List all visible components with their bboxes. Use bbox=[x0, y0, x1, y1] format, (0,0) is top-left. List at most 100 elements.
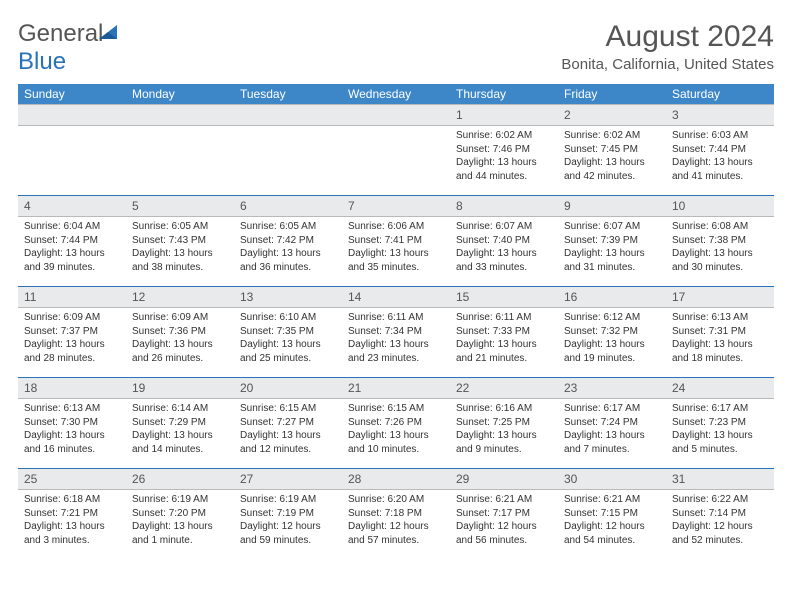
sunrise-line: Sunrise: 6:12 AM bbox=[564, 311, 660, 325]
month-title: August 2024 bbox=[561, 20, 774, 54]
sunset-line: Sunset: 7:43 PM bbox=[132, 234, 228, 248]
daylight-line: Daylight: 13 hours and 44 minutes. bbox=[456, 156, 552, 183]
sunrise-line: Sunrise: 6:10 AM bbox=[240, 311, 336, 325]
daylight-line: Daylight: 13 hours and 23 minutes. bbox=[348, 338, 444, 365]
info-cell: Sunrise: 6:09 AMSunset: 7:36 PMDaylight:… bbox=[126, 308, 234, 378]
daylight-line: Daylight: 12 hours and 57 minutes. bbox=[348, 520, 444, 547]
dayhead-fri: Friday bbox=[558, 84, 666, 105]
sunrise-line: Sunrise: 6:02 AM bbox=[456, 129, 552, 143]
sunrise-line: Sunrise: 6:07 AM bbox=[564, 220, 660, 234]
sunset-line: Sunset: 7:14 PM bbox=[672, 507, 768, 521]
daylight-line: Daylight: 12 hours and 59 minutes. bbox=[240, 520, 336, 547]
info-cell: Sunrise: 6:08 AMSunset: 7:38 PMDaylight:… bbox=[666, 217, 774, 287]
sunset-line: Sunset: 7:24 PM bbox=[564, 416, 660, 430]
sunrise-line: Sunrise: 6:14 AM bbox=[132, 402, 228, 416]
sunrise-line: Sunrise: 6:09 AM bbox=[24, 311, 120, 325]
sunset-line: Sunset: 7:27 PM bbox=[240, 416, 336, 430]
title-block: August 2024 Bonita, California, United S… bbox=[561, 20, 774, 73]
date-cell bbox=[18, 105, 126, 126]
sunset-line: Sunset: 7:45 PM bbox=[564, 143, 660, 157]
sunset-line: Sunset: 7:39 PM bbox=[564, 234, 660, 248]
dayhead-thu: Thursday bbox=[450, 84, 558, 105]
sunset-line: Sunset: 7:34 PM bbox=[348, 325, 444, 339]
date-cell: 31 bbox=[666, 469, 774, 490]
daylight-line: Daylight: 13 hours and 3 minutes. bbox=[24, 520, 120, 547]
dayhead-sun: Sunday bbox=[18, 84, 126, 105]
sunrise-line: Sunrise: 6:08 AM bbox=[672, 220, 768, 234]
date-cell: 6 bbox=[234, 196, 342, 217]
sunrise-line: Sunrise: 6:19 AM bbox=[132, 493, 228, 507]
info-cell bbox=[18, 126, 126, 196]
info-cell: Sunrise: 6:20 AMSunset: 7:18 PMDaylight:… bbox=[342, 490, 450, 560]
sunset-line: Sunset: 7:17 PM bbox=[456, 507, 552, 521]
logo-part2: Blue bbox=[18, 48, 66, 75]
daylight-line: Daylight: 13 hours and 30 minutes. bbox=[672, 247, 768, 274]
date-cell: 29 bbox=[450, 469, 558, 490]
daylight-line: Daylight: 12 hours and 52 minutes. bbox=[672, 520, 768, 547]
sunrise-line: Sunrise: 6:13 AM bbox=[24, 402, 120, 416]
sunrise-line: Sunrise: 6:17 AM bbox=[564, 402, 660, 416]
date-cell: 21 bbox=[342, 378, 450, 399]
calendar-page: General Blue August 2024 Bonita, Califor… bbox=[0, 0, 792, 569]
info-cell bbox=[342, 126, 450, 196]
info-cell: Sunrise: 6:05 AMSunset: 7:43 PMDaylight:… bbox=[126, 217, 234, 287]
info-cell bbox=[234, 126, 342, 196]
sunset-line: Sunset: 7:44 PM bbox=[24, 234, 120, 248]
info-cell: Sunrise: 6:11 AMSunset: 7:34 PMDaylight:… bbox=[342, 308, 450, 378]
date-cell: 12 bbox=[126, 287, 234, 308]
info-cell: Sunrise: 6:02 AMSunset: 7:45 PMDaylight:… bbox=[558, 126, 666, 196]
daylight-line: Daylight: 13 hours and 41 minutes. bbox=[672, 156, 768, 183]
sunrise-line: Sunrise: 6:21 AM bbox=[564, 493, 660, 507]
info-cell: Sunrise: 6:05 AMSunset: 7:42 PMDaylight:… bbox=[234, 217, 342, 287]
date-cell: 14 bbox=[342, 287, 450, 308]
daylight-line: Daylight: 12 hours and 54 minutes. bbox=[564, 520, 660, 547]
sunset-line: Sunset: 7:31 PM bbox=[672, 325, 768, 339]
date-cell: 25 bbox=[18, 469, 126, 490]
brand-logo: General Blue bbox=[18, 20, 121, 76]
date-row: 123 bbox=[18, 105, 774, 126]
date-cell: 5 bbox=[126, 196, 234, 217]
date-cell: 24 bbox=[666, 378, 774, 399]
sail-icon bbox=[99, 20, 121, 48]
daylight-line: Daylight: 13 hours and 10 minutes. bbox=[348, 429, 444, 456]
date-cell: 1 bbox=[450, 105, 558, 126]
date-cell: 15 bbox=[450, 287, 558, 308]
info-cell: Sunrise: 6:03 AMSunset: 7:44 PMDaylight:… bbox=[666, 126, 774, 196]
daylight-line: Daylight: 13 hours and 39 minutes. bbox=[24, 247, 120, 274]
date-row: 11121314151617 bbox=[18, 287, 774, 308]
sunrise-line: Sunrise: 6:06 AM bbox=[348, 220, 444, 234]
date-row: 18192021222324 bbox=[18, 378, 774, 399]
daylight-line: Daylight: 13 hours and 31 minutes. bbox=[564, 247, 660, 274]
daylight-line: Daylight: 13 hours and 28 minutes. bbox=[24, 338, 120, 365]
date-cell: 17 bbox=[666, 287, 774, 308]
info-cell: Sunrise: 6:14 AMSunset: 7:29 PMDaylight:… bbox=[126, 399, 234, 469]
info-cell: Sunrise: 6:18 AMSunset: 7:21 PMDaylight:… bbox=[18, 490, 126, 560]
info-row: Sunrise: 6:02 AMSunset: 7:46 PMDaylight:… bbox=[18, 126, 774, 196]
daylight-line: Daylight: 13 hours and 1 minute. bbox=[132, 520, 228, 547]
sunrise-line: Sunrise: 6:18 AM bbox=[24, 493, 120, 507]
daylight-line: Daylight: 13 hours and 7 minutes. bbox=[564, 429, 660, 456]
info-cell: Sunrise: 6:15 AMSunset: 7:27 PMDaylight:… bbox=[234, 399, 342, 469]
sunset-line: Sunset: 7:30 PM bbox=[24, 416, 120, 430]
sunrise-line: Sunrise: 6:11 AM bbox=[456, 311, 552, 325]
daylight-line: Daylight: 13 hours and 19 minutes. bbox=[564, 338, 660, 365]
location-subtitle: Bonita, California, United States bbox=[561, 56, 774, 73]
sunset-line: Sunset: 7:29 PM bbox=[132, 416, 228, 430]
dayhead-tue: Tuesday bbox=[234, 84, 342, 105]
info-cell: Sunrise: 6:22 AMSunset: 7:14 PMDaylight:… bbox=[666, 490, 774, 560]
date-cell: 8 bbox=[450, 196, 558, 217]
daylight-line: Daylight: 13 hours and 36 minutes. bbox=[240, 247, 336, 274]
date-cell bbox=[234, 105, 342, 126]
sunrise-line: Sunrise: 6:15 AM bbox=[348, 402, 444, 416]
date-cell: 19 bbox=[126, 378, 234, 399]
sunset-line: Sunset: 7:41 PM bbox=[348, 234, 444, 248]
calendar-body: 123Sunrise: 6:02 AMSunset: 7:46 PMDaylig… bbox=[18, 105, 774, 560]
info-cell: Sunrise: 6:11 AMSunset: 7:33 PMDaylight:… bbox=[450, 308, 558, 378]
date-cell: 13 bbox=[234, 287, 342, 308]
daylight-line: Daylight: 13 hours and 18 minutes. bbox=[672, 338, 768, 365]
info-cell: Sunrise: 6:12 AMSunset: 7:32 PMDaylight:… bbox=[558, 308, 666, 378]
date-row: 45678910 bbox=[18, 196, 774, 217]
sunset-line: Sunset: 7:40 PM bbox=[456, 234, 552, 248]
daylight-line: Daylight: 13 hours and 26 minutes. bbox=[132, 338, 228, 365]
daylight-line: Daylight: 13 hours and 16 minutes. bbox=[24, 429, 120, 456]
